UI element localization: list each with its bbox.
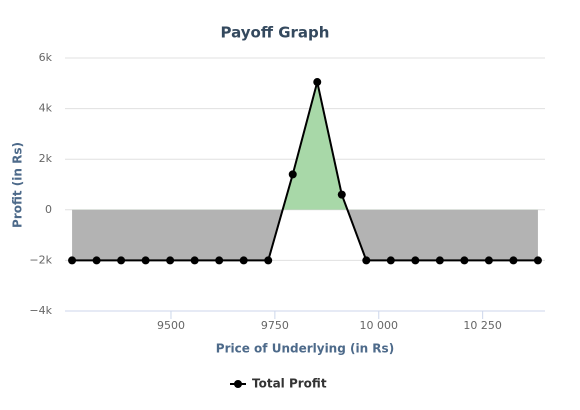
point	[435, 256, 444, 265]
y-tick-label: 6k	[39, 51, 53, 64]
y-tick-label: −4k	[29, 304, 52, 317]
point	[141, 256, 150, 265]
point	[166, 256, 175, 265]
point	[190, 256, 199, 265]
point	[484, 256, 493, 265]
x-tick-label: 9750	[261, 319, 289, 332]
point	[509, 256, 518, 265]
point	[411, 256, 420, 265]
x-tick-label: 10 250	[463, 319, 502, 332]
series-line	[72, 81, 538, 262]
point	[362, 256, 371, 265]
y-tick-label: 2k	[39, 152, 53, 165]
negative-area	[72, 209, 538, 261]
y-tick-label: 0	[45, 203, 52, 216]
point	[288, 170, 297, 179]
legend-label: Total Profit	[252, 377, 327, 391]
chart-title: Payoff Graph	[221, 24, 330, 42]
point	[460, 256, 469, 265]
legend-marker	[234, 380, 242, 388]
point	[264, 256, 273, 265]
point	[239, 256, 248, 265]
point	[117, 256, 126, 265]
point	[337, 190, 346, 199]
point	[68, 256, 77, 265]
x-tick-label: 10 000	[360, 319, 399, 332]
point	[92, 256, 101, 265]
point	[386, 256, 395, 265]
point	[313, 78, 322, 87]
y-tick-label: 4k	[39, 102, 53, 115]
point	[215, 256, 224, 265]
positive-area	[72, 82, 538, 210]
x-axis-title: Price of Underlying (in Rs)	[216, 342, 394, 356]
y-tick-label: −2k	[29, 253, 52, 266]
y-axis-title: Profit (in Rs)	[11, 142, 25, 228]
point	[533, 256, 542, 265]
x-tick-label: 9500	[157, 319, 185, 332]
